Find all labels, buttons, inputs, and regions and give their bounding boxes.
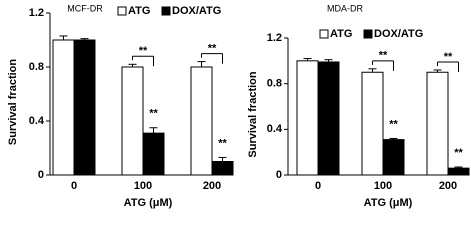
y-tick-label: 0 [38,169,44,181]
legend-swatch [319,29,329,39]
x-axis-label: ATG (μM) [124,197,173,209]
bar [447,167,470,176]
annotation: ** [389,118,398,130]
y-axis-label: Survival fraction [247,71,259,157]
x-tick-label: 100 [134,180,152,192]
bar [52,39,75,176]
x-axis-label: ATG (μM) [364,197,413,209]
legend-label: DOX/ATG [374,28,423,40]
bar [317,61,340,176]
annotation: ** [139,45,148,57]
y-tick-label: 0.4 [29,115,45,127]
annotation: ** [218,137,227,149]
y-tick-label: 0.4 [267,123,283,135]
chart-title: MDA-DR [327,3,363,13]
y-tick-label: 1.2 [29,7,44,19]
x-tick-label: 100 [374,180,392,192]
bar [211,161,234,176]
figure: MCF-DR 0 0.4 0.8 1.2 Survival fraction ATG (μM… [7,3,470,209]
y-tick-label: 0.8 [29,61,44,73]
legend-label: DOX/ATG [172,5,221,17]
x-tick-label: 200 [439,180,457,192]
y-tick-label: 1.2 [267,32,282,44]
y-axis-label: Survival fraction [7,59,19,145]
annotation: ** [149,108,158,120]
x-tick-label: 0 [315,180,321,192]
y-tick-label: 0.8 [267,78,282,90]
bar [296,60,319,176]
bar [121,66,144,176]
bar [142,132,165,176]
annotation: ** [379,50,388,62]
bar [190,66,213,176]
bar [382,139,405,176]
legend-swatch [161,6,171,16]
annotation: ** [444,51,453,63]
x-tick-label: 0 [71,180,77,192]
bar [361,71,384,176]
legend-label: ATG [128,5,150,17]
y-tick-label: 0 [276,169,282,181]
legend-swatch [363,29,373,39]
x-tick-label: 200 [203,180,221,192]
legend-swatch [117,6,127,16]
bar [426,71,449,176]
annotation: ** [454,147,463,159]
chart-title: MCF-DR [67,3,103,13]
legend-label: ATG [330,28,352,40]
annotation: ** [208,43,217,55]
bar [73,39,96,176]
